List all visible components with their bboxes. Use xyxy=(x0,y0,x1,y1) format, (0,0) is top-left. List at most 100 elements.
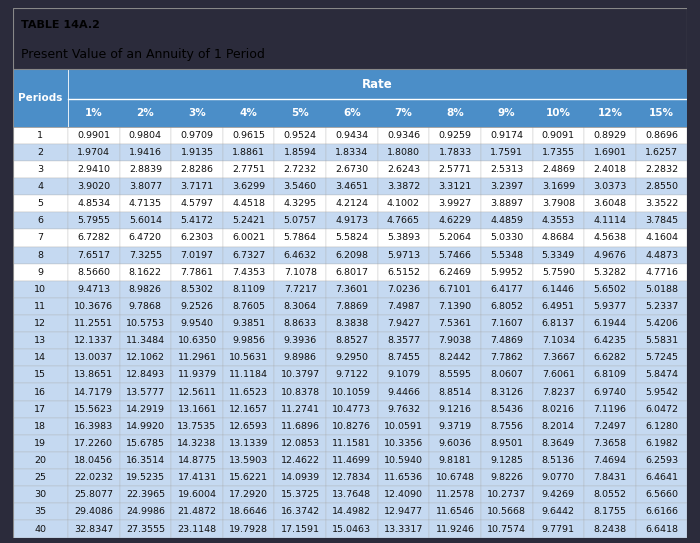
Bar xyxy=(223,212,274,229)
Bar xyxy=(68,264,120,281)
Text: 7.7862: 7.7862 xyxy=(490,353,523,362)
Text: 5.5824: 5.5824 xyxy=(335,233,368,242)
Text: 32.8347: 32.8347 xyxy=(74,525,113,534)
Bar xyxy=(481,469,533,486)
Bar xyxy=(533,315,584,332)
Bar xyxy=(326,99,378,127)
Text: 8.1109: 8.1109 xyxy=(232,285,265,294)
Text: 3.3522: 3.3522 xyxy=(645,199,678,208)
Bar xyxy=(481,332,533,349)
Bar xyxy=(429,144,481,161)
Text: 6.4720: 6.4720 xyxy=(129,233,162,242)
Bar xyxy=(636,264,687,281)
Bar xyxy=(223,195,274,212)
Bar xyxy=(378,349,429,367)
Bar xyxy=(533,520,584,538)
Bar xyxy=(533,401,584,418)
Text: 12.6593: 12.6593 xyxy=(229,422,268,431)
Text: 7.2497: 7.2497 xyxy=(594,422,626,431)
Text: 1.9704: 1.9704 xyxy=(77,148,110,157)
Text: 2.7751: 2.7751 xyxy=(232,165,265,174)
Text: 5.2421: 5.2421 xyxy=(232,216,265,225)
Bar xyxy=(636,435,687,452)
Text: 10.8276: 10.8276 xyxy=(332,422,372,431)
Text: 10.2737: 10.2737 xyxy=(487,490,526,499)
Text: 7.4869: 7.4869 xyxy=(490,336,523,345)
Text: 8%: 8% xyxy=(446,108,464,118)
Text: 11.6896: 11.6896 xyxy=(281,422,320,431)
Text: 12.5611: 12.5611 xyxy=(178,388,216,396)
Text: 6.0472: 6.0472 xyxy=(645,405,678,414)
Text: 3.2397: 3.2397 xyxy=(490,182,524,191)
Text: 9.8181: 9.8181 xyxy=(439,456,472,465)
Text: 8.5302: 8.5302 xyxy=(181,285,214,294)
Bar xyxy=(172,315,223,332)
Bar xyxy=(68,367,120,383)
Bar xyxy=(481,435,533,452)
Text: 13.7535: 13.7535 xyxy=(177,422,216,431)
Text: 15.6221: 15.6221 xyxy=(229,473,268,482)
Bar xyxy=(481,99,533,127)
Text: 0.9901: 0.9901 xyxy=(77,131,110,140)
Bar xyxy=(120,452,172,469)
Text: 7.1390: 7.1390 xyxy=(438,302,472,311)
Bar xyxy=(533,332,584,349)
Text: 8.0552: 8.0552 xyxy=(594,490,626,499)
Bar xyxy=(326,229,378,247)
Bar xyxy=(274,229,326,247)
Bar xyxy=(223,367,274,383)
Bar xyxy=(326,520,378,538)
Bar xyxy=(636,367,687,383)
Bar xyxy=(172,99,223,127)
Text: 11.4699: 11.4699 xyxy=(332,456,372,465)
Bar xyxy=(636,247,687,264)
Text: 8.7605: 8.7605 xyxy=(232,302,265,311)
Text: 4.1604: 4.1604 xyxy=(645,233,678,242)
Text: 6.9740: 6.9740 xyxy=(594,388,626,396)
Text: 15%: 15% xyxy=(649,108,674,118)
Bar xyxy=(13,452,68,469)
Bar xyxy=(120,332,172,349)
Bar xyxy=(326,418,378,435)
Bar xyxy=(326,469,378,486)
Bar xyxy=(274,264,326,281)
Bar xyxy=(378,452,429,469)
Bar xyxy=(378,281,429,298)
Text: 12.4622: 12.4622 xyxy=(281,456,320,465)
Bar xyxy=(172,247,223,264)
Text: 8.2014: 8.2014 xyxy=(542,422,575,431)
Text: 13.7648: 13.7648 xyxy=(332,490,372,499)
Text: 9.7122: 9.7122 xyxy=(335,370,368,380)
Text: 2.2832: 2.2832 xyxy=(645,165,678,174)
Bar xyxy=(584,298,636,315)
Bar xyxy=(326,452,378,469)
Bar xyxy=(223,503,274,520)
Bar xyxy=(584,520,636,538)
Bar xyxy=(533,99,584,127)
Text: 4.1114: 4.1114 xyxy=(594,216,626,225)
Bar xyxy=(429,401,481,418)
Bar xyxy=(13,298,68,315)
Text: 11.9246: 11.9246 xyxy=(435,525,475,534)
Text: 8.5660: 8.5660 xyxy=(77,268,110,277)
Bar xyxy=(481,401,533,418)
Bar xyxy=(274,161,326,178)
Text: 6.8109: 6.8109 xyxy=(594,370,626,380)
Bar xyxy=(223,298,274,315)
Text: 5.5831: 5.5831 xyxy=(645,336,678,345)
Bar xyxy=(172,281,223,298)
Text: 10.7574: 10.7574 xyxy=(487,525,526,534)
Bar xyxy=(68,383,120,401)
Text: 14.9920: 14.9920 xyxy=(126,422,165,431)
Text: 10%: 10% xyxy=(546,108,570,118)
Text: 6.4632: 6.4632 xyxy=(284,250,317,260)
Text: 22.0232: 22.0232 xyxy=(74,473,113,482)
Text: 4.9173: 4.9173 xyxy=(335,216,368,225)
Text: 6.2593: 6.2593 xyxy=(645,456,678,465)
Bar xyxy=(120,195,172,212)
Bar xyxy=(172,452,223,469)
Bar xyxy=(533,161,584,178)
Text: 4%: 4% xyxy=(239,108,258,118)
Text: 2.4869: 2.4869 xyxy=(542,165,575,174)
Bar xyxy=(120,178,172,195)
